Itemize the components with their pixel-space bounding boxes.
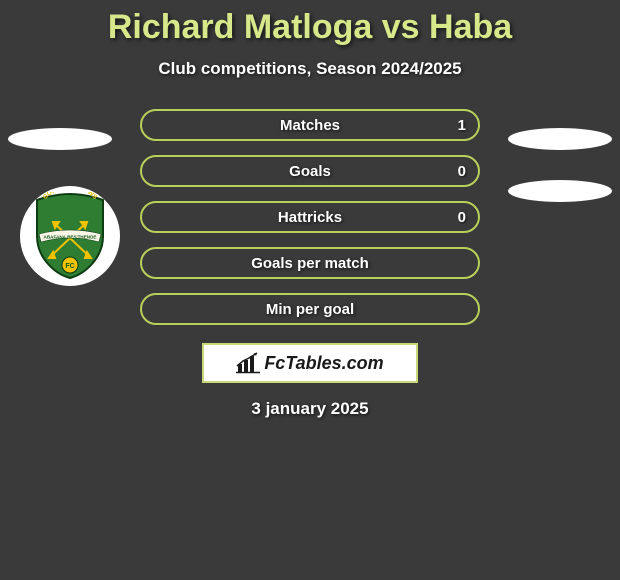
stat-label: Goals: [289, 163, 331, 180]
stat-right-value: 1: [458, 117, 466, 134]
stat-label: Goals per match: [251, 255, 369, 272]
stat-label: Min per goal: [266, 301, 354, 318]
stat-row: Goals per match: [140, 247, 480, 279]
page-title: Richard Matloga vs Haba: [0, 8, 620, 47]
stats-list: Matches 1 Goals 0 Hattricks 0 Goals per …: [140, 109, 480, 325]
stat-row: Min per goal: [140, 293, 480, 325]
stat-label: Hattricks: [278, 209, 342, 226]
stat-row: Hattricks 0: [140, 201, 480, 233]
stat-right-value: 0: [458, 163, 466, 180]
card-container: Richard Matloga vs Haba Club competition…: [0, 0, 620, 419]
subtitle: Club competitions, Season 2024/2025: [0, 59, 620, 79]
brand-link[interactable]: FcTables.com: [202, 343, 418, 383]
stat-row: Matches 1: [140, 109, 480, 141]
bar-chart-icon: [236, 352, 260, 374]
stat-right-value: 0: [458, 209, 466, 226]
date-text: 3 january 2025: [0, 399, 620, 419]
stat-label: Matches: [280, 117, 340, 134]
stat-row: Goals 0: [140, 155, 480, 187]
brand-text: FcTables.com: [264, 353, 383, 374]
